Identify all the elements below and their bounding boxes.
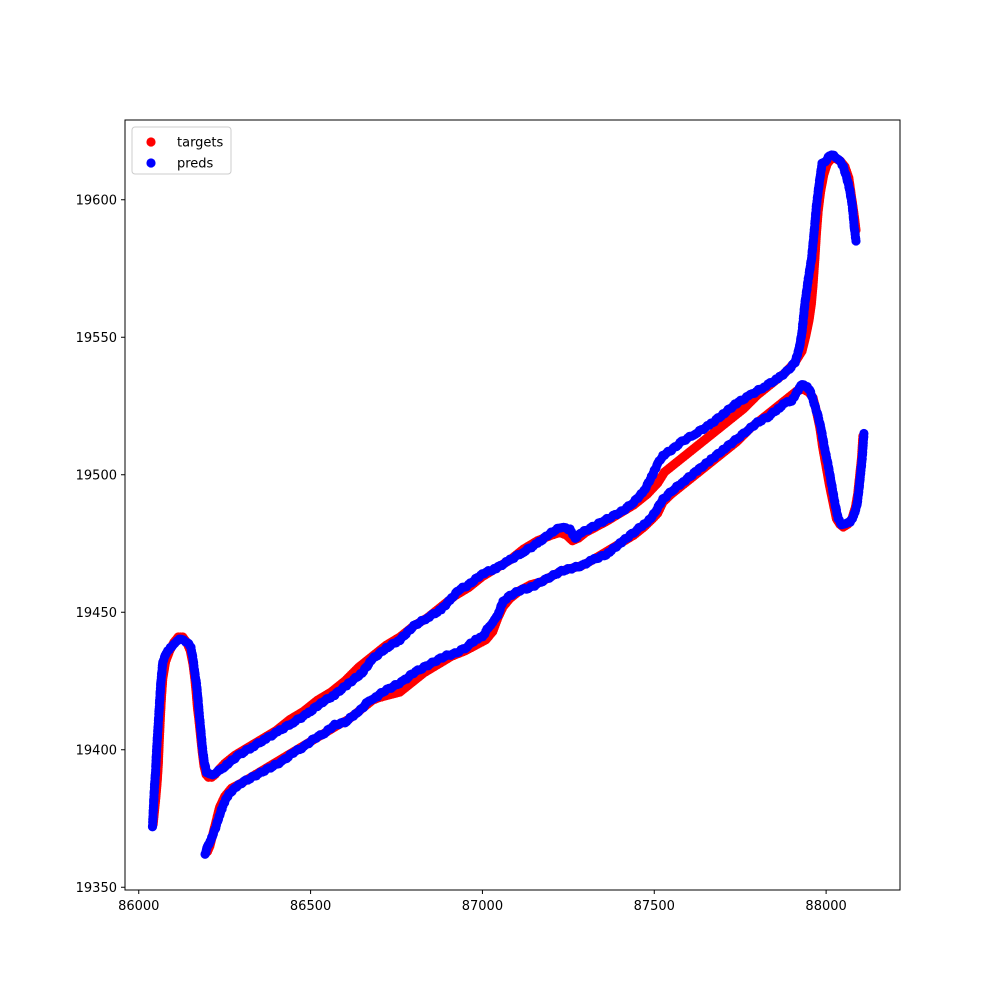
y-tick-label: 19450: [76, 606, 117, 621]
y-tick-label: 19600: [76, 193, 117, 208]
x-tick-label: 87500: [634, 899, 675, 914]
x-tick-label: 86500: [290, 899, 331, 914]
y-tick-label: 19500: [76, 468, 117, 483]
point: [851, 236, 861, 246]
legend-box: [131, 126, 232, 175]
x-tick-label: 88000: [805, 899, 846, 914]
series-preds: [147, 150, 869, 859]
data-points: [147, 150, 869, 859]
legend-label-preds: preds: [177, 157, 214, 172]
y-tick-label: 19550: [76, 331, 117, 346]
legend-label-targets: targets: [177, 136, 224, 151]
axes: 86000 86500 87000 87500 88000 19350 19400 19450…: [76, 119, 901, 914]
x-tick-label: 87000: [462, 899, 503, 914]
legend-marker-preds: [146, 158, 156, 168]
plot-frame: [124, 119, 901, 891]
y-tick-label: 19400: [76, 743, 117, 758]
legend-marker-targets: [146, 137, 156, 147]
legend: targets preds: [131, 126, 232, 175]
x-tick-label: 86000: [118, 899, 159, 914]
point: [200, 849, 210, 859]
y-tick-label: 19350: [76, 881, 117, 896]
